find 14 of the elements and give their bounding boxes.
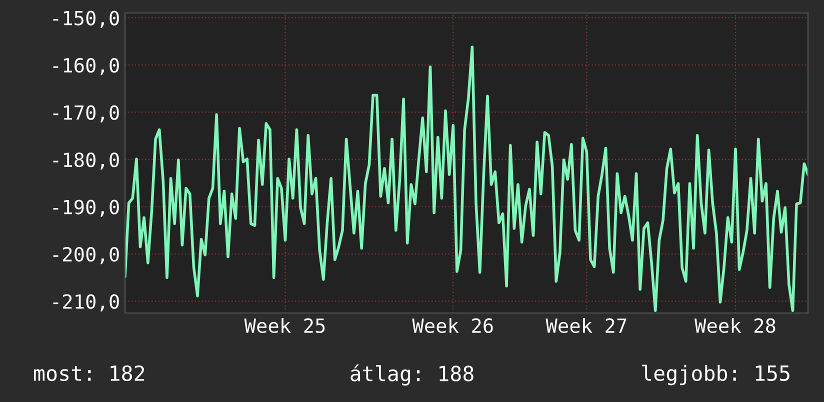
text: legjobb: 155: [642, 364, 790, 386]
y-tick-label: -210,0: [53, 294, 119, 312]
text: most: 182: [34, 365, 144, 382]
text: átlag: 188: [350, 364, 474, 386]
x-tick-label: Week 28: [694, 318, 776, 334]
y-tick-label: -170,0: [53, 105, 119, 122]
y-tick-label: -180,0: [53, 152, 119, 170]
x-tick-label: Week 26: [412, 318, 493, 334]
x-tick-label: Week 27: [546, 318, 626, 334]
y-tick-label: -160,0: [53, 58, 119, 76]
x-tick-label: Week 25: [244, 318, 325, 334]
y-tick-label: -190,0: [53, 200, 119, 217]
y-tick-label: -150,0: [53, 10, 119, 28]
y-tick-label: -200,0: [53, 246, 119, 264]
